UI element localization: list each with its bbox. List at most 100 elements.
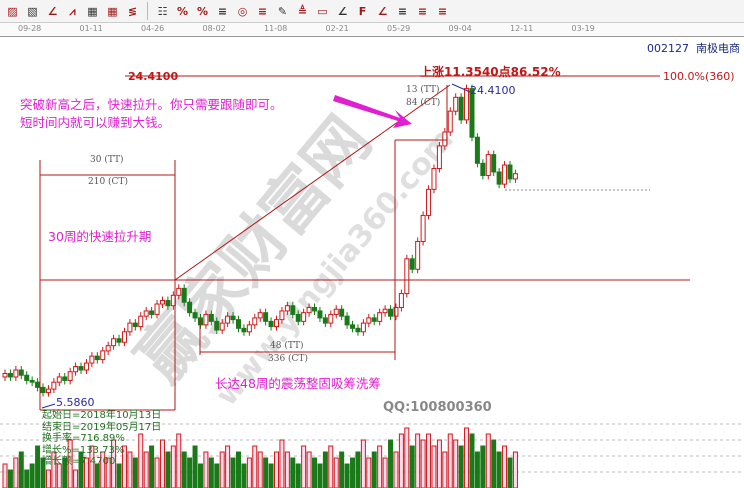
volume-bar	[366, 457, 372, 488]
volume-bar	[431, 445, 437, 488]
candle-body	[322, 317, 328, 324]
stat-start: 起始日=2018年10月13日	[42, 410, 162, 421]
candle-body	[192, 312, 198, 319]
draw-icon[interactable]: ▨	[7, 4, 18, 18]
drawing-toolbar: ▨ ▧ ∠ ⩘ ▦ ▦ ≶ ☷%% ≡ ◎ ≡ ✎ ≜ ▭ ∠ F ∠ ≡ ≡ ≡	[0, 0, 744, 22]
candle-body	[176, 287, 182, 296]
volume-bar	[317, 463, 323, 488]
candle-body	[7, 372, 13, 378]
volume-bar	[360, 439, 366, 488]
candle-body	[360, 322, 366, 333]
volume-bar	[339, 451, 345, 488]
volume-bar	[2, 463, 8, 488]
fib-icon[interactable]: F	[358, 4, 367, 18]
candle-body	[491, 154, 497, 173]
volume-bar	[116, 463, 122, 488]
volume-bar	[447, 433, 453, 488]
candle-body	[464, 88, 470, 121]
volume-bar	[13, 457, 19, 488]
candle-body	[62, 376, 68, 381]
angle-icon[interactable]: ∠	[47, 4, 58, 18]
volume-bar	[78, 451, 84, 488]
speed-lines-icon[interactable]: ≡	[437, 4, 448, 18]
candle-body	[263, 312, 269, 322]
ratio-icon[interactable]: ≡	[397, 4, 408, 18]
volume-bar	[426, 433, 432, 488]
candle-body	[436, 145, 442, 170]
candle-body	[388, 308, 394, 317]
peak-pointer	[451, 83, 471, 93]
percent-icon[interactable]: %	[196, 4, 209, 18]
volume-bar	[420, 439, 426, 488]
volume-bar	[507, 457, 513, 488]
pen-icon[interactable]: ✎	[277, 4, 288, 18]
candle-body	[24, 374, 30, 381]
date-tick: 08-02	[202, 24, 226, 33]
percent-lines-icon[interactable]: ≡	[217, 4, 228, 18]
volume-bar	[138, 433, 144, 488]
candle-body	[469, 88, 475, 138]
fill-icon[interactable]: ▧	[27, 4, 38, 18]
headline-line1: 突破新高之后，快速拉升。你只需要跟随即可。	[20, 97, 283, 112]
angle-lines-icon[interactable]: ∠	[337, 4, 348, 18]
bars-icon[interactable]: ☷	[157, 4, 168, 18]
date-tick: 04-26	[141, 24, 165, 33]
volume-bar	[18, 451, 24, 488]
volume-bar	[274, 451, 279, 488]
fan-lines-icon[interactable]: ≡	[417, 4, 428, 18]
percent-range-icon[interactable]: %	[176, 4, 189, 18]
candle-body	[225, 315, 231, 324]
candle-body	[442, 131, 448, 147]
volume-bar	[176, 433, 182, 488]
candle-body	[94, 355, 100, 361]
date-axis: 09-28 01-11 04-26 08-02 11-08 02-21 05-29 09-04…	[0, 22, 744, 37]
volume-bar	[474, 451, 480, 488]
volume-bar	[143, 451, 149, 488]
volume-bar	[219, 451, 225, 488]
volume-bar	[246, 457, 252, 488]
candle-body	[143, 310, 149, 317]
volume-bar	[94, 463, 100, 488]
volume-bar	[257, 451, 263, 488]
candle-body	[100, 350, 106, 361]
box1-label: 30周的快速拉升期	[48, 229, 152, 244]
gold-box-icon[interactable]: ▭	[317, 4, 328, 18]
volume-bar	[29, 463, 35, 488]
candle-body	[295, 313, 301, 322]
zigzag-icon[interactable]: ⩘	[69, 4, 76, 18]
stats-panel: 起始日=2018年10月13日 结束日=2019年05月17日 换手率=716.…	[42, 410, 161, 468]
grid-arrow-icon[interactable]: ▦	[107, 4, 118, 18]
fan-icon[interactable]: ≶	[127, 4, 138, 18]
measure-icon[interactable]: ≜	[297, 4, 308, 18]
box3-tt: 13 (TT)	[406, 85, 440, 95]
candle-body	[350, 324, 356, 329]
candle-body	[312, 306, 318, 312]
candle-body	[121, 331, 127, 343]
volume-bar	[159, 439, 165, 488]
gold-circle-icon[interactable]: ◎	[237, 4, 248, 18]
volume-bar	[355, 451, 361, 488]
candle-body	[496, 171, 502, 185]
candle-body	[344, 315, 350, 326]
volume-bar	[464, 427, 470, 488]
trend-diagonal	[174, 84, 451, 281]
gold-lines-icon[interactable]: ≡	[257, 4, 268, 18]
stock-header: 002127 南极电商	[647, 40, 740, 56]
box1-ct: 210 (CT)	[88, 177, 128, 187]
volume-bar	[149, 445, 155, 488]
candle-body	[284, 305, 290, 312]
candle-body	[502, 164, 508, 185]
volume-bar	[377, 445, 383, 488]
volume-bar	[208, 457, 214, 488]
volume-bar	[51, 451, 57, 488]
candle-body	[230, 315, 236, 321]
date-tick: 03-19	[571, 24, 595, 33]
candle-body	[181, 287, 187, 303]
volume-bar	[121, 445, 127, 488]
gold-angle-icon[interactable]: ∠	[377, 4, 388, 18]
candle-body	[40, 386, 46, 394]
date-tick: 09-04	[448, 24, 472, 33]
candle-body	[73, 366, 79, 373]
grid-icon[interactable]: ▦	[87, 4, 98, 18]
volume-bar	[496, 451, 502, 488]
